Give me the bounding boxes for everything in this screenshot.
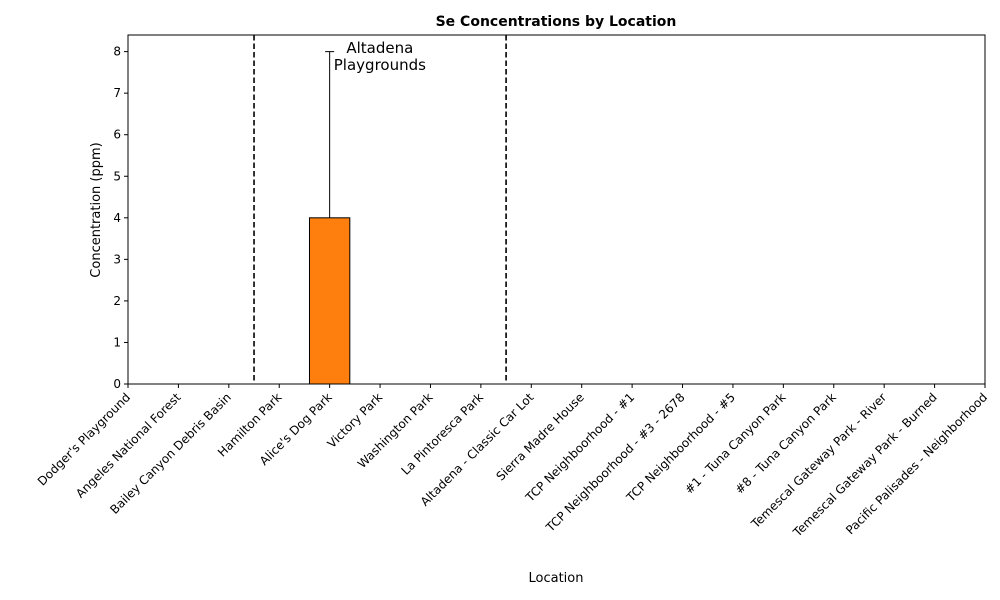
chart-title: Se Concentrations by Location — [436, 14, 677, 30]
bar — [308, 217, 351, 385]
y-axis-label: Concentration (ppm) — [89, 142, 104, 277]
y-tick-label: 8 — [113, 45, 121, 59]
x-tick-label: Angeles National Forest — [73, 390, 184, 501]
y-tick-label: 3 — [113, 252, 121, 266]
y-tick-label: 4 — [113, 211, 121, 225]
x-tick-label: Sierra Madre House — [494, 390, 587, 483]
y-tick-label: 6 — [113, 128, 121, 142]
y-tick-label: 1 — [113, 335, 121, 349]
y-tick-label: 5 — [113, 169, 121, 183]
x-tick-label: #1 - Tuna Canyon Park — [682, 390, 789, 497]
x-tick-label: #8 - Tuna Canyon Park — [732, 390, 839, 497]
annotation-line: Playgrounds — [334, 56, 426, 74]
plot-frame — [127, 34, 986, 385]
annotation-text: Altadena Playgrounds — [334, 39, 426, 74]
y-tick-label: 7 — [113, 86, 121, 100]
annotation-line: Altadena — [346, 39, 413, 57]
y-tick-label: 2 — [113, 294, 121, 308]
x-tick-label: Dodger's Playground — [35, 390, 133, 488]
x-axis-label: Location — [529, 571, 584, 586]
y-tick-label: 0 — [113, 377, 121, 391]
